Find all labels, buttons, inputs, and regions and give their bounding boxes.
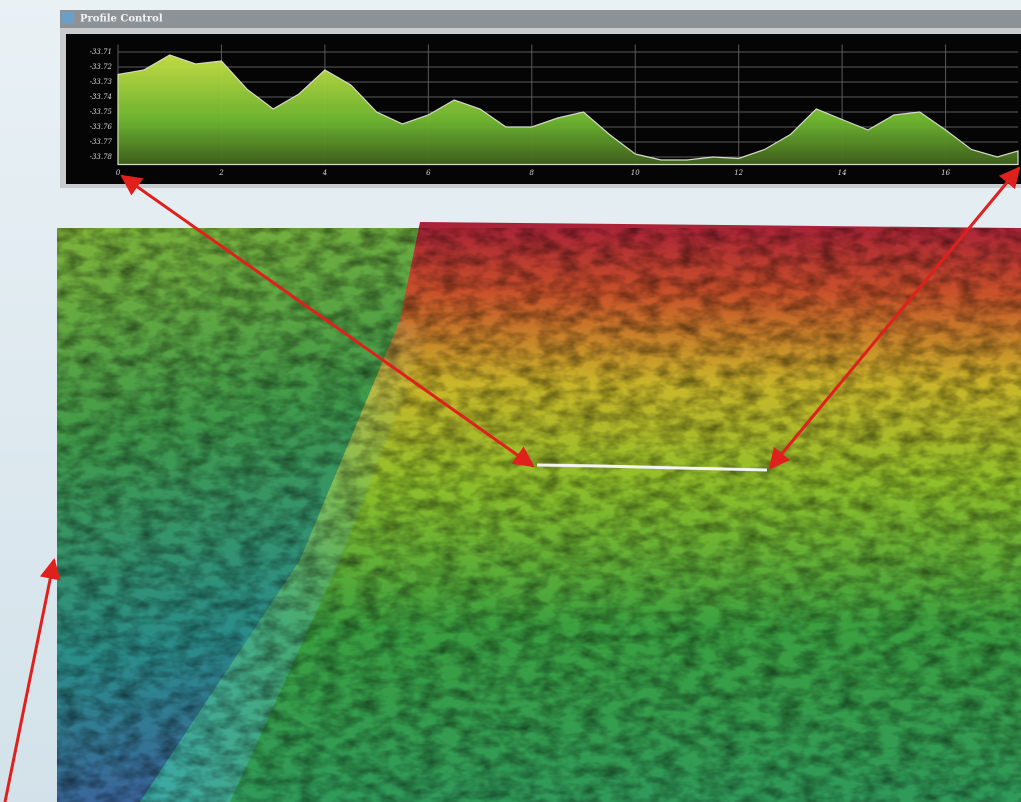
x-tick-label: 12 [734,169,743,177]
x-tick-label: 4 [322,169,327,177]
x-tick-label: 16 [941,169,950,177]
x-tick-label: 2 [218,169,224,177]
x-tick-label: 6 [426,169,431,177]
x-tick-label: 14 [838,169,847,177]
y-tick-label: -33.72 [90,63,113,71]
terrain-view [57,222,1021,802]
scene: Profile Control -33.71 -33.72 -33.73 -33.74… [0,0,1021,802]
y-tick-label: -33.77 [90,138,113,146]
terrain-texture [57,228,1021,802]
y-tick-label: -33.73 [90,78,113,86]
x-tick-label: 0 [116,169,121,177]
y-tick-label: -33.75 [90,108,113,116]
y-tick-label: -33.78 [90,153,113,161]
x-tick-label: 8 [530,169,535,177]
screenshot: Profile Control -33.71 -33.72 -33.73 -33.74… [0,0,1021,802]
window-title: Profile Control [80,14,163,25]
window-icon [62,12,74,24]
title-bar [60,10,1021,28]
x-tick-label: 10 [631,169,640,177]
y-tick-label: -33.76 [90,123,113,131]
y-tick-label: -33.71 [90,48,112,56]
y-tick-label: -33.74 [90,93,112,101]
